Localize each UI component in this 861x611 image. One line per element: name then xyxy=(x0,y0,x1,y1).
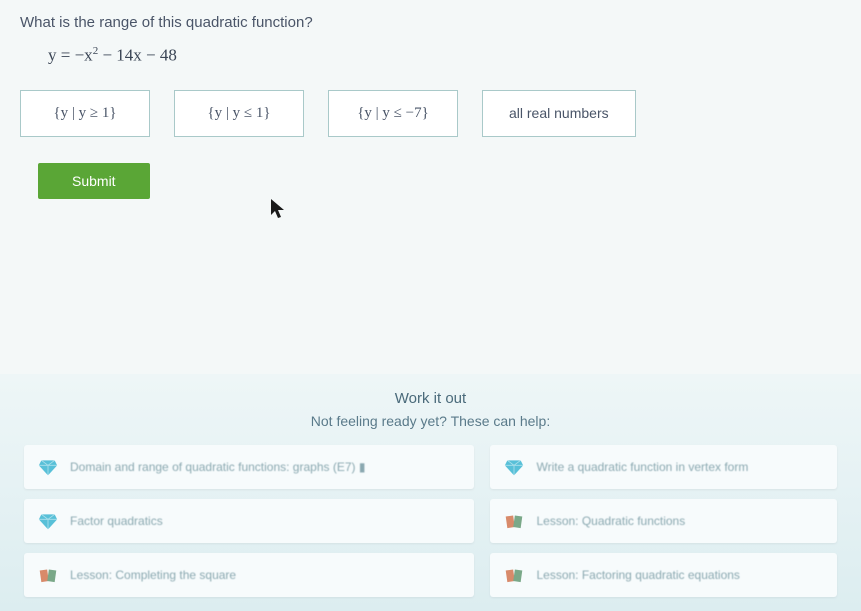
equation: y = −x2 − 14x − 48 xyxy=(48,45,841,66)
help-link-3[interactable]: Lesson: Quadratic functions xyxy=(490,499,837,543)
book-icon xyxy=(504,565,524,585)
book-icon xyxy=(504,511,524,531)
option-0[interactable]: {y | y ≥ 1} xyxy=(20,90,150,137)
option-2[interactable]: {y | y ≤ −7} xyxy=(328,90,458,137)
help-link-1[interactable]: Write a quadratic function in vertex for… xyxy=(490,445,837,489)
work-title: Work it out xyxy=(24,390,837,407)
help-link-label: Domain and range of quadratic functions:… xyxy=(70,460,365,474)
question-area: What is the range of this quadratic func… xyxy=(0,0,861,199)
book-icon xyxy=(38,565,58,585)
help-grid: Domain and range of quadratic functions:… xyxy=(24,445,837,597)
help-link-label: Factor quadratics xyxy=(70,514,163,528)
gem-icon xyxy=(38,457,58,477)
cursor-icon xyxy=(270,198,288,226)
help-link-5[interactable]: Lesson: Factoring quadratic equations xyxy=(490,553,837,597)
help-link-0[interactable]: Domain and range of quadratic functions:… xyxy=(24,445,474,489)
question-prompt: What is the range of this quadratic func… xyxy=(20,14,841,31)
option-1[interactable]: {y | y ≤ 1} xyxy=(174,90,304,137)
work-subtitle: Not feeling ready yet? These can help: xyxy=(24,413,837,429)
help-link-label: Lesson: Quadratic functions xyxy=(536,514,685,528)
submit-button[interactable]: Submit xyxy=(38,163,150,199)
gem-icon xyxy=(38,511,58,531)
help-link-label: Lesson: Completing the square xyxy=(70,568,236,582)
options-row: {y | y ≥ 1} {y | y ≤ 1} {y | y ≤ −7} all re… xyxy=(20,90,841,137)
option-3[interactable]: all real numbers xyxy=(482,90,636,137)
work-it-out-section: Work it out Not feeling ready yet? These… xyxy=(0,374,861,611)
gem-icon xyxy=(504,457,524,477)
help-link-2[interactable]: Factor quadratics xyxy=(24,499,474,543)
help-link-label: Lesson: Factoring quadratic equations xyxy=(536,568,739,582)
help-link-4[interactable]: Lesson: Completing the square xyxy=(24,553,474,597)
help-link-label: Write a quadratic function in vertex for… xyxy=(536,460,748,474)
